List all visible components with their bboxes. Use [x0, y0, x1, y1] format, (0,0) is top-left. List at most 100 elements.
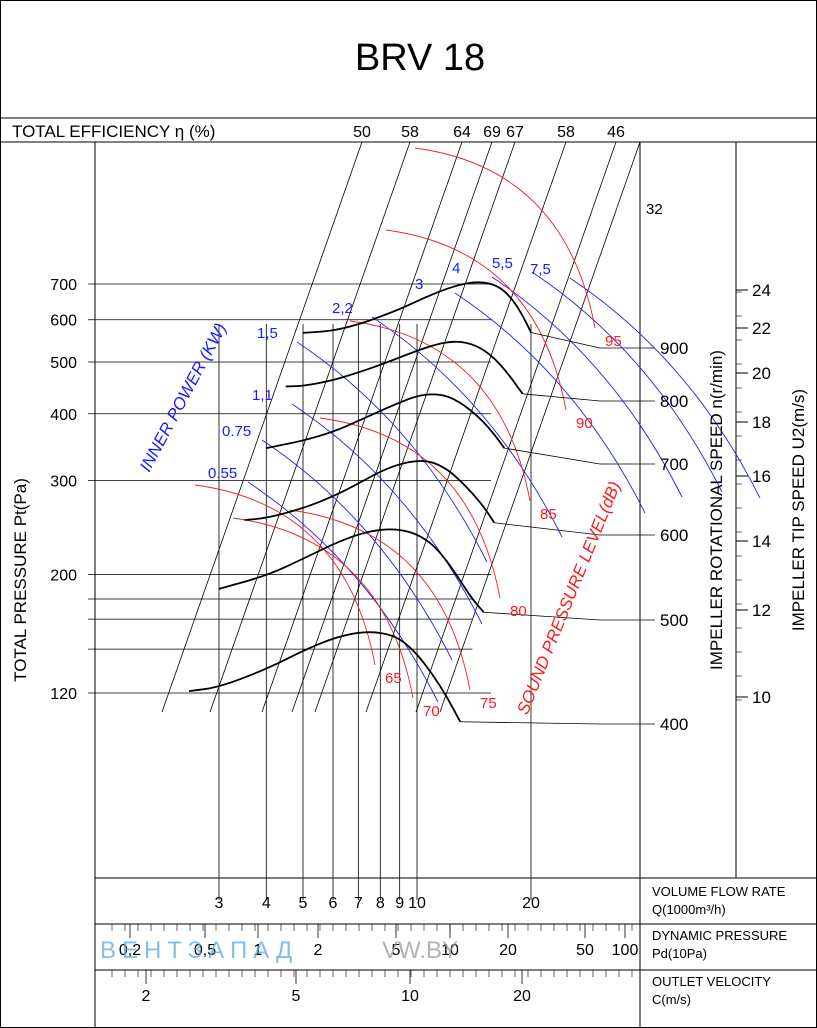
power-label-value: 1,5 — [257, 325, 278, 342]
dyn-tick-label: 0,2 — [119, 942, 141, 959]
pressure-tick-label: 400 — [50, 407, 77, 424]
power-label-value: 5,5 — [492, 255, 513, 272]
efficiency-diagonal — [291, 141, 493, 713]
sound-line — [289, 509, 471, 691]
efficiency-tick-label: 46 — [607, 124, 625, 141]
dyn-tick-label: 1 — [254, 942, 263, 959]
efficiency-diagonal — [314, 141, 516, 713]
efficiency-diagonal — [415, 141, 617, 713]
dyn-unit: Pd(10Pa) — [652, 946, 707, 961]
sound-label-value: 85 — [540, 506, 557, 523]
power-label-value: 1,1 — [252, 387, 273, 404]
performance-curve — [285, 340, 524, 395]
vel-tick-label: 20 — [513, 988, 531, 1005]
rpm-axis-label: IMPELLER ROTATIONAL SPEED n(r/min) — [707, 350, 726, 670]
sound-line — [414, 147, 596, 329]
tip-speed-axis-label: IMPELLER TIP SPEED U2(m/s) — [789, 389, 808, 631]
efficiency-diagonal — [365, 141, 567, 713]
rpm-tick-label: 400 — [660, 715, 688, 734]
dyn-tick-label: 10 — [441, 942, 459, 959]
pressure-tick-label: 600 — [50, 313, 77, 330]
pressure-tick-label: 120 — [50, 686, 77, 703]
performance-curve — [218, 528, 485, 613]
tip-speed-tick-label: 18 — [752, 413, 771, 432]
rpm-connector — [460, 721, 601, 725]
power-label-value: 2,2 — [332, 300, 353, 317]
efficiency-tick-label: 69 — [483, 124, 501, 141]
efficiency-tick-label: 64 — [453, 124, 471, 141]
sound-line — [349, 320, 531, 502]
vel-tick-label: 2 — [142, 988, 151, 1005]
tip-speed-tick-label: 10 — [752, 688, 771, 707]
sound-label-value: 80 — [510, 603, 527, 620]
chart-title: BRV 18 — [355, 37, 485, 79]
power-line — [531, 271, 723, 493]
rpm-connector — [494, 522, 601, 536]
rpm-tick-label: 900 — [660, 339, 688, 358]
pressure-tick-label: 200 — [50, 568, 77, 585]
dyn-tick-label: 100 — [612, 942, 639, 959]
flow-tick-label: 20 — [522, 895, 540, 912]
tip-speed-tick-label: 20 — [752, 364, 771, 383]
power-label-value: 4 — [452, 260, 460, 277]
power-line — [491, 276, 683, 498]
pressure-tick-label: 700 — [50, 277, 77, 294]
power-label-value: 0.55 — [208, 465, 237, 482]
power-label-value: 0.75 — [222, 423, 251, 440]
dyn-tick-label: 20 — [499, 942, 517, 959]
flow-tick-label: 3 — [215, 895, 224, 912]
rpm-tick-label: 600 — [660, 526, 688, 545]
pressure-tick-label: 300 — [50, 473, 77, 490]
flow-tick-label: 4 — [262, 895, 271, 912]
power-line — [296, 341, 488, 563]
rpm-connector — [504, 447, 601, 465]
power-line — [247, 481, 439, 703]
flow-tick-label: 10 — [408, 895, 426, 912]
power-label-value: 3 — [415, 276, 423, 293]
efficiency-diagonal — [209, 141, 411, 713]
power-line — [569, 277, 761, 499]
sound-line — [194, 484, 376, 666]
efficiency-label: TOTAL EFFICIENCY η (%) — [12, 122, 215, 141]
sound-line — [232, 517, 414, 699]
watermark-right: VW.BY — [382, 937, 458, 964]
rpm-connector — [530, 332, 601, 349]
efficiency-tick-label: 50 — [353, 124, 371, 141]
dyn-tick-label: 50 — [576, 942, 594, 959]
performance-curve — [244, 460, 496, 524]
extra-label: 32 — [646, 201, 663, 218]
efficiency-diagonal — [161, 141, 363, 713]
tip-speed-tick-label: 14 — [752, 532, 771, 551]
power-line — [261, 439, 453, 661]
efficiency-tick-label: 67 — [506, 124, 524, 141]
flow-tick-label: 7 — [354, 895, 363, 912]
performance-curve — [266, 393, 506, 449]
rpm-connector — [483, 611, 601, 621]
tip-speed-tick-label: 16 — [752, 467, 771, 486]
vel-tick-label: 10 — [401, 988, 419, 1005]
sound-label-value: 90 — [576, 415, 593, 432]
flow-tick-label: 6 — [329, 895, 338, 912]
tip-speed-tick-label: 24 — [752, 281, 771, 300]
tip-speed-tick-label: 12 — [752, 601, 771, 620]
sound-line — [385, 229, 567, 411]
rpm-tick-label: 700 — [660, 455, 688, 474]
rpm-connector — [522, 393, 601, 402]
dyn-tick-label: 0,5 — [194, 942, 216, 959]
flow-label: VOLUME FLOW RATE — [652, 884, 786, 899]
power-label: INNER POWER (KW) — [136, 320, 230, 475]
dyn-tick-label: 5 — [392, 942, 401, 959]
power-line — [454, 292, 646, 514]
power-line — [371, 316, 563, 538]
dyn-tick-label: 2 — [314, 942, 323, 959]
sound-label-value: 75 — [480, 695, 497, 712]
tip-speed-tick-label: 22 — [752, 319, 771, 338]
pressure-tick-label: 500 — [50, 355, 77, 372]
sound-label: SOUND PRESSURE LEVEL(dB) — [513, 479, 624, 717]
flow-tick-label: 9 — [395, 895, 404, 912]
vel-tick-label: 5 — [292, 988, 301, 1005]
sound-label-value: 70 — [423, 703, 440, 720]
efficiency-tick-label: 58 — [401, 124, 419, 141]
